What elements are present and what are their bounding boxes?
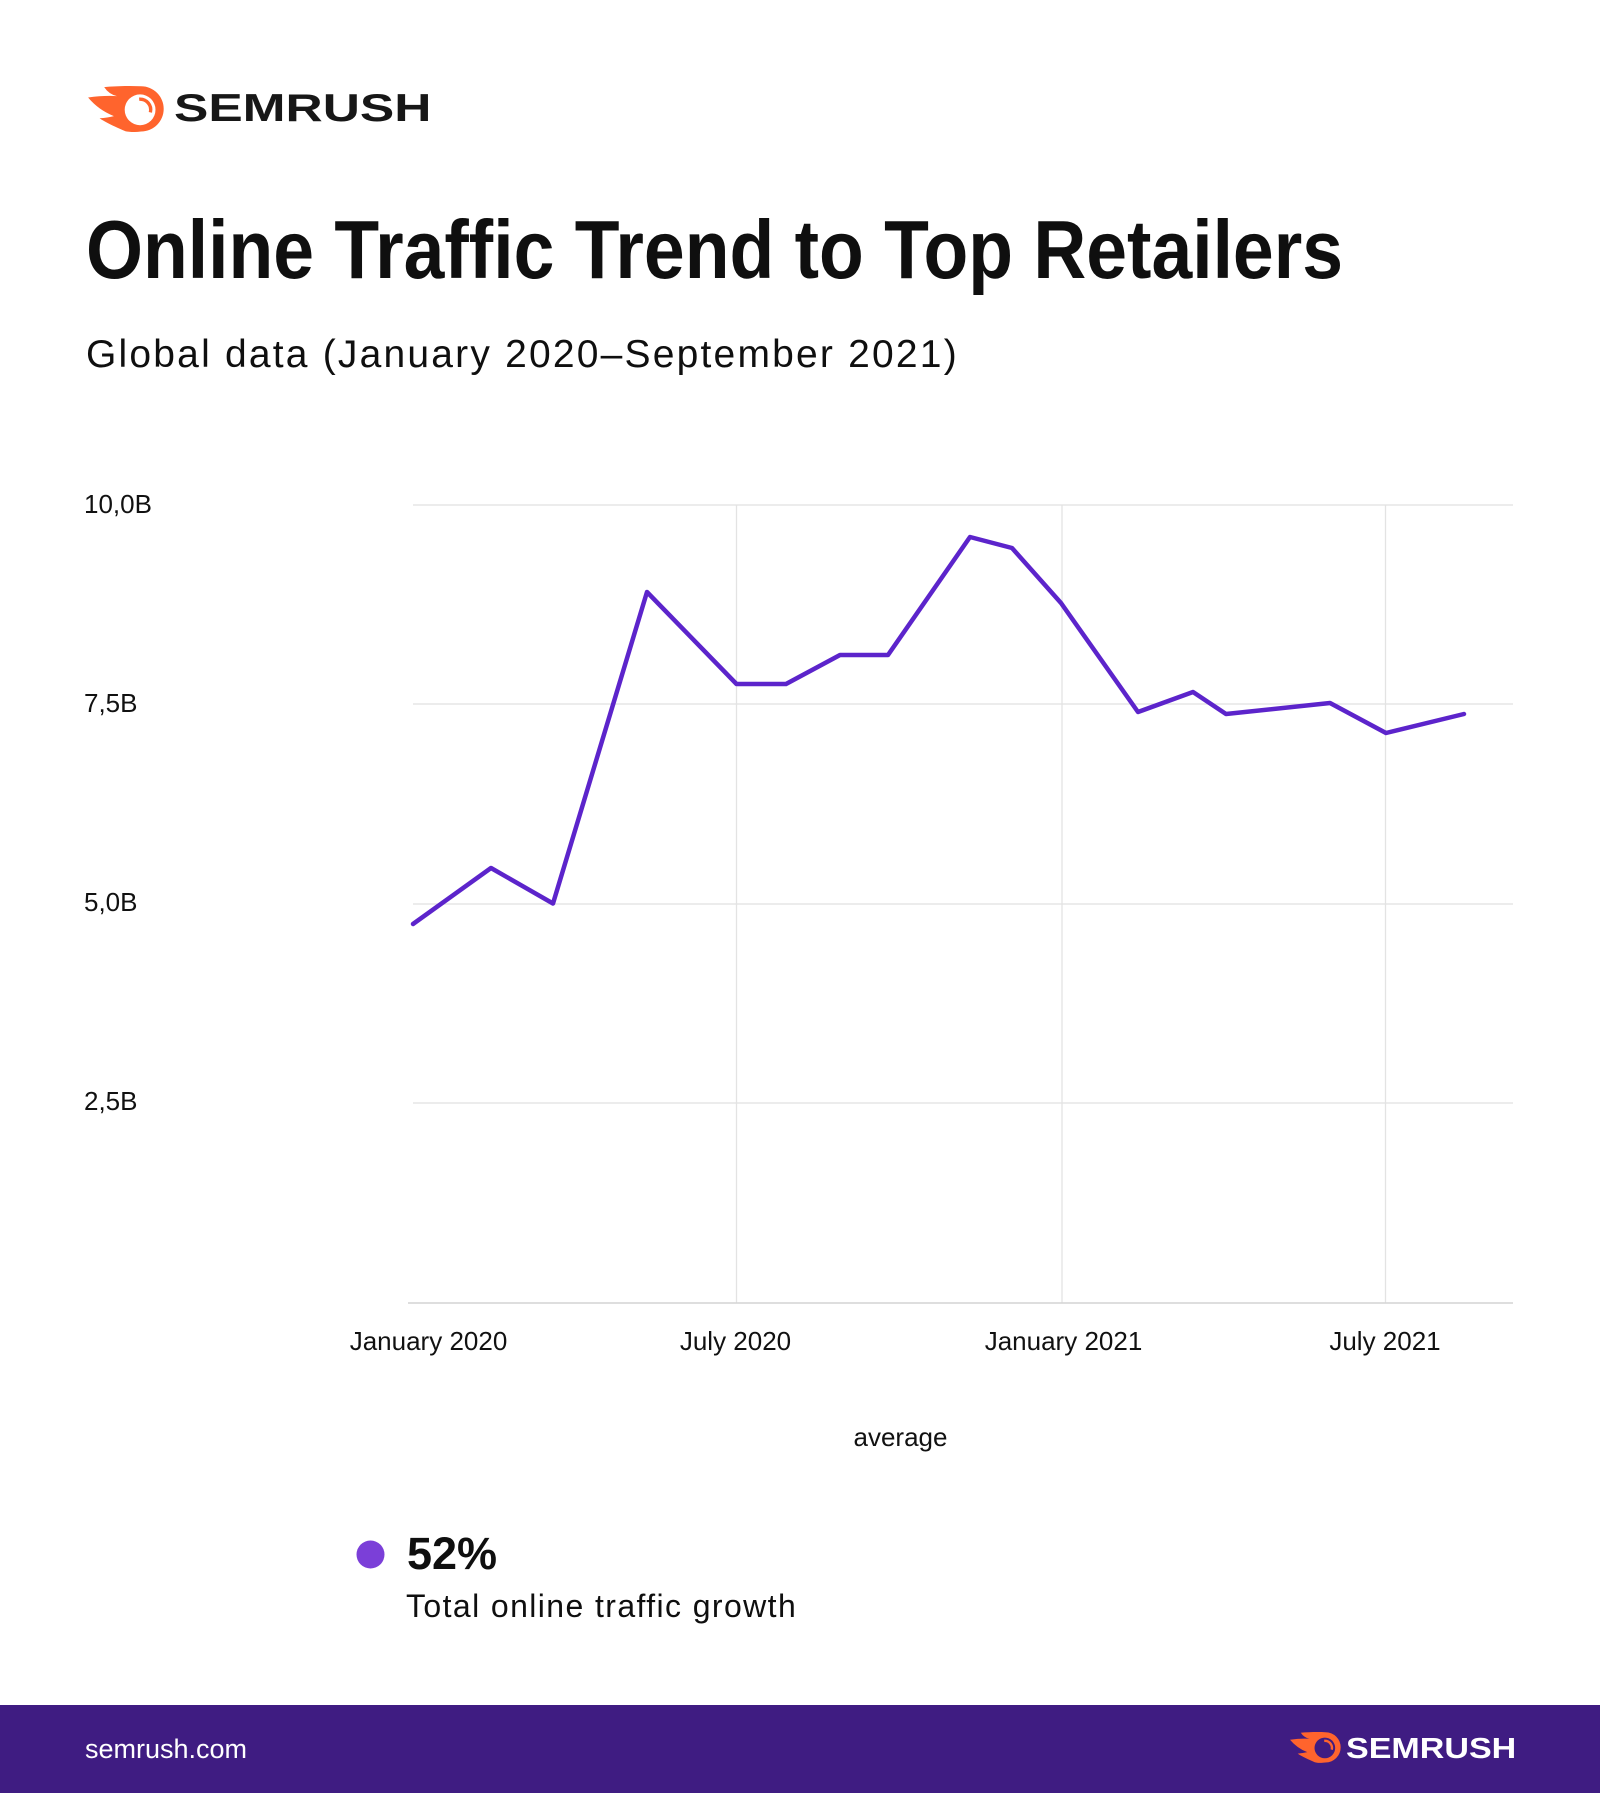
svg-text:average: average	[854, 1422, 948, 1452]
svg-text:10,0B: 10,0B	[84, 489, 152, 519]
svg-text:7,5B: 7,5B	[84, 688, 138, 718]
svg-text:January 2021: January 2021	[985, 1326, 1143, 1356]
svg-text:January 2020: January 2020	[350, 1326, 508, 1356]
svg-text:5,0B: 5,0B	[84, 887, 138, 917]
svg-text:July 2021: July 2021	[1329, 1326, 1440, 1356]
svg-text:2,5B: 2,5B	[84, 1086, 138, 1116]
svg-text:July 2020: July 2020	[680, 1326, 791, 1356]
